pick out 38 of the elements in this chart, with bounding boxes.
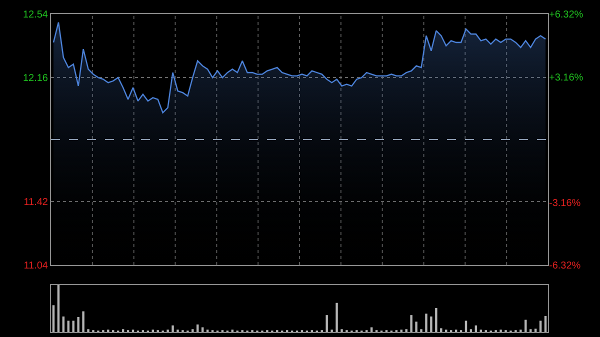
bar <box>192 329 194 332</box>
bar <box>410 315 412 332</box>
y2-tick-label: +6.32% <box>549 10 584 20</box>
bar <box>67 320 70 332</box>
bar <box>405 329 408 332</box>
bar <box>425 314 428 332</box>
bar <box>172 325 174 332</box>
bar <box>57 285 60 332</box>
y2-tick-label: -3.16% <box>549 198 581 209</box>
y-tick-label: 11.04 <box>24 260 48 272</box>
bar <box>544 316 547 332</box>
bar <box>420 329 422 332</box>
bar <box>72 320 74 332</box>
bar <box>440 328 442 332</box>
y-tick-label: 11.42 <box>24 196 48 208</box>
bar <box>87 329 90 332</box>
y-tick-label: 12.54 <box>22 10 48 20</box>
bar <box>539 320 542 332</box>
y-tick-label: 12.16 <box>22 73 48 84</box>
bar <box>77 316 80 332</box>
bar <box>326 315 328 332</box>
bar <box>52 305 55 332</box>
bar <box>340 329 343 332</box>
bar <box>196 324 199 332</box>
bar <box>524 320 527 332</box>
bar <box>470 329 472 332</box>
bar <box>529 329 532 332</box>
bar <box>415 322 418 332</box>
bar <box>336 302 338 332</box>
bar <box>464 320 468 332</box>
y2-tick-label: +3.16% <box>549 72 584 84</box>
bar <box>122 329 124 332</box>
bar <box>435 308 438 332</box>
bar <box>62 316 65 332</box>
y2-tick-label: -6.32% <box>549 260 581 272</box>
bar <box>534 328 537 332</box>
bar <box>82 311 84 332</box>
bar <box>430 316 432 332</box>
